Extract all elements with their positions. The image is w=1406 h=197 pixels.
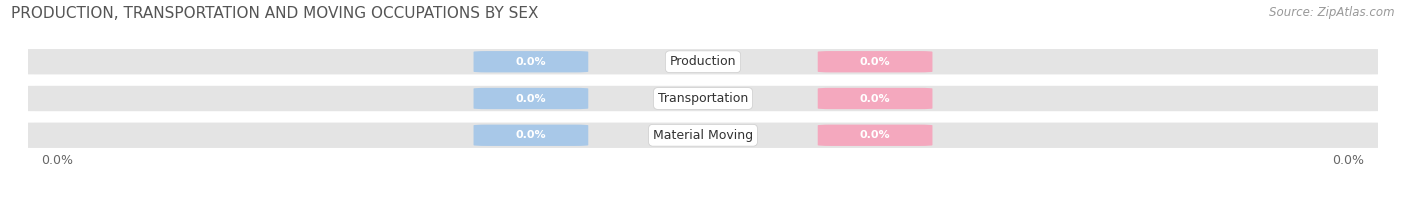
FancyBboxPatch shape	[11, 49, 1395, 74]
Text: PRODUCTION, TRANSPORTATION AND MOVING OCCUPATIONS BY SEX: PRODUCTION, TRANSPORTATION AND MOVING OC…	[11, 6, 538, 21]
Text: Source: ZipAtlas.com: Source: ZipAtlas.com	[1270, 6, 1395, 19]
FancyBboxPatch shape	[818, 51, 932, 72]
Text: 0.0%: 0.0%	[516, 94, 546, 103]
Text: 0.0%: 0.0%	[860, 130, 890, 140]
Text: Material Moving: Material Moving	[652, 129, 754, 142]
FancyBboxPatch shape	[11, 123, 1395, 148]
FancyBboxPatch shape	[474, 88, 588, 109]
Text: Transportation: Transportation	[658, 92, 748, 105]
FancyBboxPatch shape	[818, 88, 932, 109]
Text: 0.0%: 0.0%	[860, 94, 890, 103]
Text: 0.0%: 0.0%	[516, 57, 546, 67]
FancyBboxPatch shape	[11, 86, 1395, 111]
Text: Production: Production	[669, 55, 737, 68]
Text: 0.0%: 0.0%	[1333, 154, 1364, 167]
Text: 0.0%: 0.0%	[860, 57, 890, 67]
FancyBboxPatch shape	[474, 125, 588, 146]
Text: 0.0%: 0.0%	[42, 154, 73, 167]
FancyBboxPatch shape	[474, 51, 588, 72]
Text: 0.0%: 0.0%	[516, 130, 546, 140]
FancyBboxPatch shape	[818, 125, 932, 146]
